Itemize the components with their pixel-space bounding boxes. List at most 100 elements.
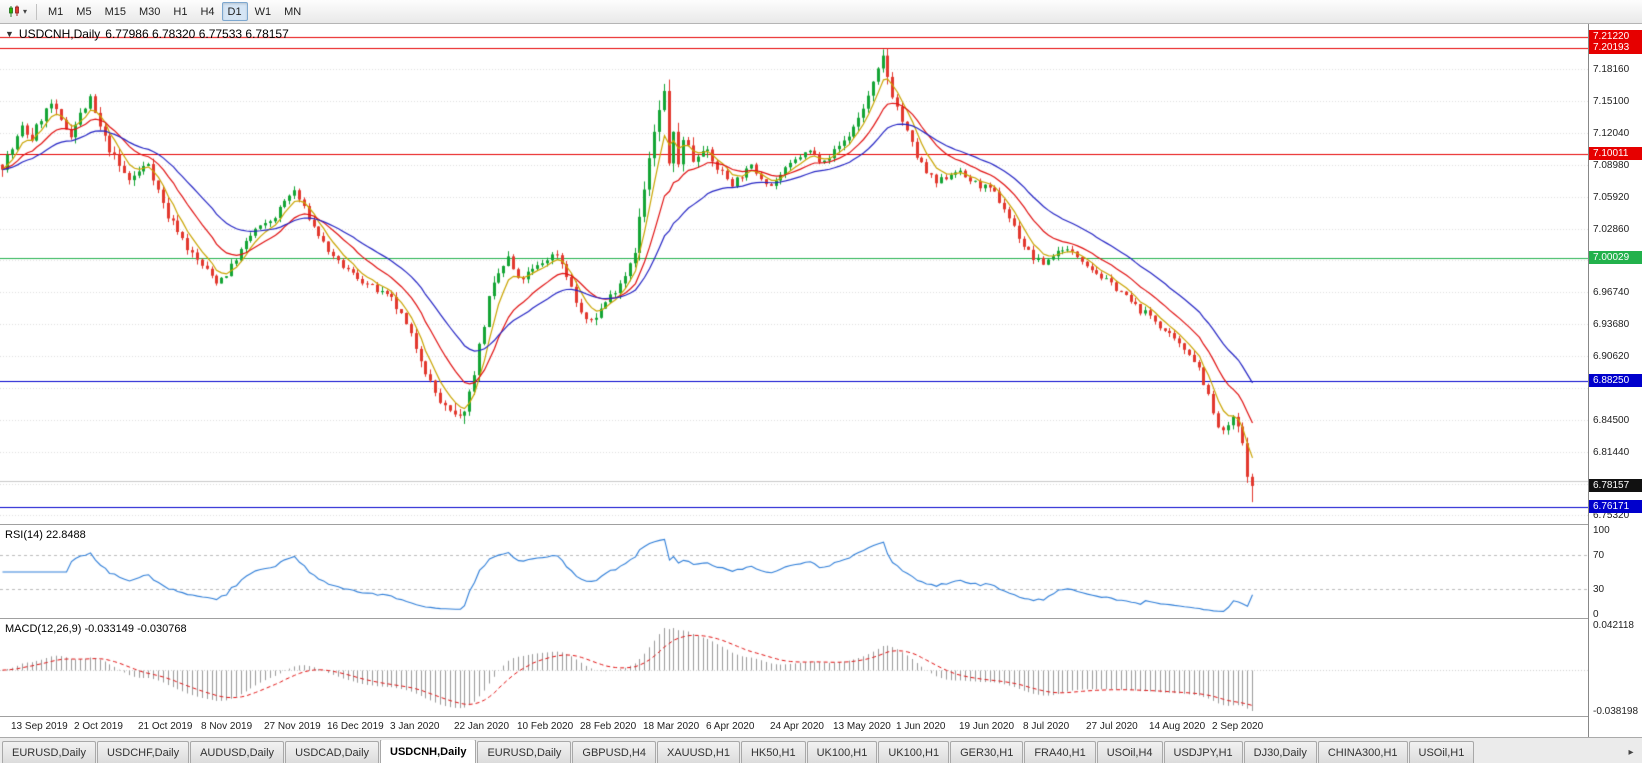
date-label: 3 Jan 2020 — [390, 721, 440, 732]
chart-tab-UK100-H1[interactable]: UK100,H1 — [878, 741, 950, 763]
date-label: 27 Nov 2019 — [264, 721, 321, 732]
rsi-tick-label: 100 — [1593, 525, 1610, 536]
chart-panes: ▼ USDCNH,Daily 6.77986 6.78320 6.77533 6… — [0, 24, 1588, 737]
date-label: 10 Feb 2020 — [517, 721, 574, 732]
price-tick-label: 7.02860 — [1593, 224, 1630, 235]
timeframe-toolbar: ▾ M1 M5 M15 M30 H1 H4 D1 W1 MN — [0, 0, 1642, 24]
pane-divider-macd[interactable] — [0, 618, 1588, 620]
date-label: 22 Jan 2020 — [454, 721, 510, 732]
chart-tab-UK100-H1[interactable]: UK100,H1 — [806, 741, 878, 763]
timeframe-button-D1[interactable]: D1 — [221, 2, 248, 21]
chart-tab-AUDUSD-Daily[interactable]: AUDUSD,Daily — [190, 741, 285, 763]
chart-tab-USDJPY-H1[interactable]: USDJPY,H1 — [1163, 741, 1243, 763]
price-tick-label: 6.90620 — [1593, 351, 1630, 362]
timeframe-button-H1[interactable]: H1 — [173, 5, 188, 18]
date-label: 8 Nov 2019 — [201, 721, 253, 732]
date-label: 13 Sep 2019 — [11, 721, 68, 732]
timeframe-button-MN[interactable]: MN — [284, 5, 302, 18]
date-label: 8 Jul 2020 — [1023, 721, 1070, 732]
price-tick-label: 6.93680 — [1593, 319, 1630, 330]
price-tick-label: 6.81440 — [1593, 447, 1630, 458]
date-label: 24 Apr 2020 — [770, 721, 824, 732]
rsi-label: RSI(14) 22.8488 — [5, 529, 86, 541]
date-label: 28 Feb 2020 — [580, 721, 637, 732]
chevron-down-icon: ▾ — [23, 6, 28, 16]
price-tick-label: 7.08980 — [1593, 160, 1630, 171]
chart-tab-USDCAD-Daily[interactable]: USDCAD,Daily — [285, 741, 380, 763]
tab-scroll-right-button[interactable]: ▸ — [1622, 741, 1640, 763]
timeframe-buttons: M1 M5 M15 M30 H1 H4 D1 W1 MN — [42, 2, 307, 21]
price-tick-label: 6.96740 — [1593, 287, 1630, 298]
price-tick-label: 7.18160 — [1593, 64, 1630, 75]
price-chart-canvas[interactable] — [0, 24, 1588, 524]
date-label: 13 May 2020 — [833, 721, 891, 732]
chart-ohlc-values: 6.77986 6.78320 6.77533 6.78157 — [105, 27, 289, 41]
toolbar-separator — [36, 3, 38, 20]
price-tick-label: 6.75320 — [1593, 510, 1630, 521]
chart-tabs: EURUSD,Daily USDCHF,Daily AUDUSD,Daily USDC… — [2, 740, 1622, 763]
price-tick-label: 6.84500 — [1593, 415, 1630, 426]
timeframe-button-W1[interactable]: W1 — [254, 5, 272, 18]
candlestick-chart-icon — [9, 5, 19, 17]
level-price-label: 6.88250 — [1589, 374, 1642, 387]
chart-tab-GER30-H1[interactable]: GER30,H1 — [950, 741, 1024, 763]
date-label: 21 Oct 2019 — [138, 721, 193, 732]
date-label: 2 Sep 2020 — [1212, 721, 1264, 732]
rsi-tick-label: 30 — [1593, 584, 1605, 595]
chart-tab-FRA40-H1[interactable]: FRA40,H1 — [1024, 741, 1096, 763]
price-scale[interactable]: 7.18160 7.15100 7.12040 7.08980 7.05920 7.028… — [1588, 24, 1642, 737]
chart-tab-DJ30-Daily[interactable]: DJ30,Daily — [1243, 741, 1317, 763]
level-price-label: 7.20193 — [1589, 41, 1642, 54]
chart-tab-GBPUSD-H4[interactable]: GBPUSD,H4 — [572, 741, 656, 763]
level-price-label: 7.21220 — [1589, 30, 1642, 43]
date-label: 18 Mar 2020 — [643, 721, 700, 732]
chart-tab-bar: EURUSD,Daily USDCHF,Daily AUDUSD,Daily USDC… — [0, 737, 1642, 763]
chart-tab-EURUSD-Daily[interactable]: EURUSD,Daily — [2, 741, 96, 763]
time-axis[interactable]: 13 Sep 2019 2 Oct 2019 21 Oct 2019 8 Nov 20… — [0, 716, 1588, 737]
chart-tab-CHINA300-H1[interactable]: CHINA300,H1 — [1317, 741, 1408, 763]
chart-tab-USDCHF-Daily[interactable]: USDCHF,Daily — [96, 741, 190, 763]
chart-title: ▼ USDCNH,Daily 6.77986 6.78320 6.77533 6… — [5, 27, 289, 41]
macd-tick-label: 0.042118 — [1593, 620, 1634, 631]
chart-tab-USOil-H1[interactable]: USOil,H1 — [1408, 741, 1475, 763]
macd-tick-label: -0.038198 — [1593, 706, 1639, 717]
timeframe-button-M30[interactable]: M30 — [138, 5, 161, 18]
date-label: 27 Jul 2020 — [1086, 721, 1138, 732]
timeframe-button-M1[interactable]: M1 — [48, 5, 64, 18]
price-pane: ▼ USDCNH,Daily 6.77986 6.78320 6.77533 6… — [0, 24, 1588, 524]
right-arrow-icon: ▸ — [1628, 746, 1634, 758]
chart-type-button[interactable]: ▾ — [4, 2, 31, 21]
rsi-pane: RSI(14) 22.8488 — [0, 526, 1588, 618]
timeframe-button-M5[interactable]: M5 — [76, 5, 92, 18]
date-label: 19 Jun 2020 — [959, 721, 1015, 732]
date-label: 16 Dec 2019 — [327, 721, 384, 732]
price-tick-label: 7.12040 — [1593, 128, 1630, 139]
macd-label: MACD(12,26,9) -0.033149 -0.030768 — [5, 623, 187, 635]
chart-tab-USDCNH-Daily[interactable]: USDCNH,Daily — [380, 740, 477, 763]
chart-window: ▼ USDCNH,Daily 6.77986 6.78320 6.77533 6… — [0, 24, 1642, 737]
timeframe-button-H4[interactable]: H4 — [200, 5, 215, 18]
pane-divider-rsi[interactable] — [0, 524, 1588, 526]
chart-tab-HK50-H1[interactable]: HK50,H1 — [740, 741, 806, 763]
rsi-tick-label: 70 — [1593, 550, 1605, 561]
level-price-label: 6.76171 — [1589, 500, 1642, 513]
price-tick-label: 7.05920 — [1593, 192, 1630, 203]
macd-pane: MACD(12,26,9) -0.033149 -0.030768 — [0, 620, 1588, 716]
date-label: 2 Oct 2019 — [74, 721, 123, 732]
rsi-canvas[interactable] — [0, 526, 1588, 618]
macd-canvas[interactable] — [0, 620, 1588, 716]
timeframe-button-M15[interactable]: M15 — [104, 5, 126, 18]
date-label: 1 Jun 2020 — [896, 721, 946, 732]
price-tick-label: 7.15100 — [1593, 96, 1630, 107]
current-price-label: 6.78157 — [1589, 479, 1642, 492]
rsi-tick-label: 0 — [1593, 609, 1599, 620]
date-label: 6 Apr 2020 — [706, 721, 755, 732]
level-price-label: 7.00029 — [1589, 251, 1642, 264]
level-price-label: 7.10011 — [1589, 147, 1642, 160]
collapse-chart-arrow[interactable]: ▼ — [5, 29, 14, 39]
chart-tab-USOil-H4[interactable]: USOil,H4 — [1096, 741, 1163, 763]
chart-tab-XAUUSD-H1[interactable]: XAUUSD,H1 — [656, 741, 740, 763]
chart-symbol-label: USDCNH,Daily — [18, 27, 101, 41]
chart-tab-EURUSD-Daily[interactable]: EURUSD,Daily — [477, 741, 572, 763]
